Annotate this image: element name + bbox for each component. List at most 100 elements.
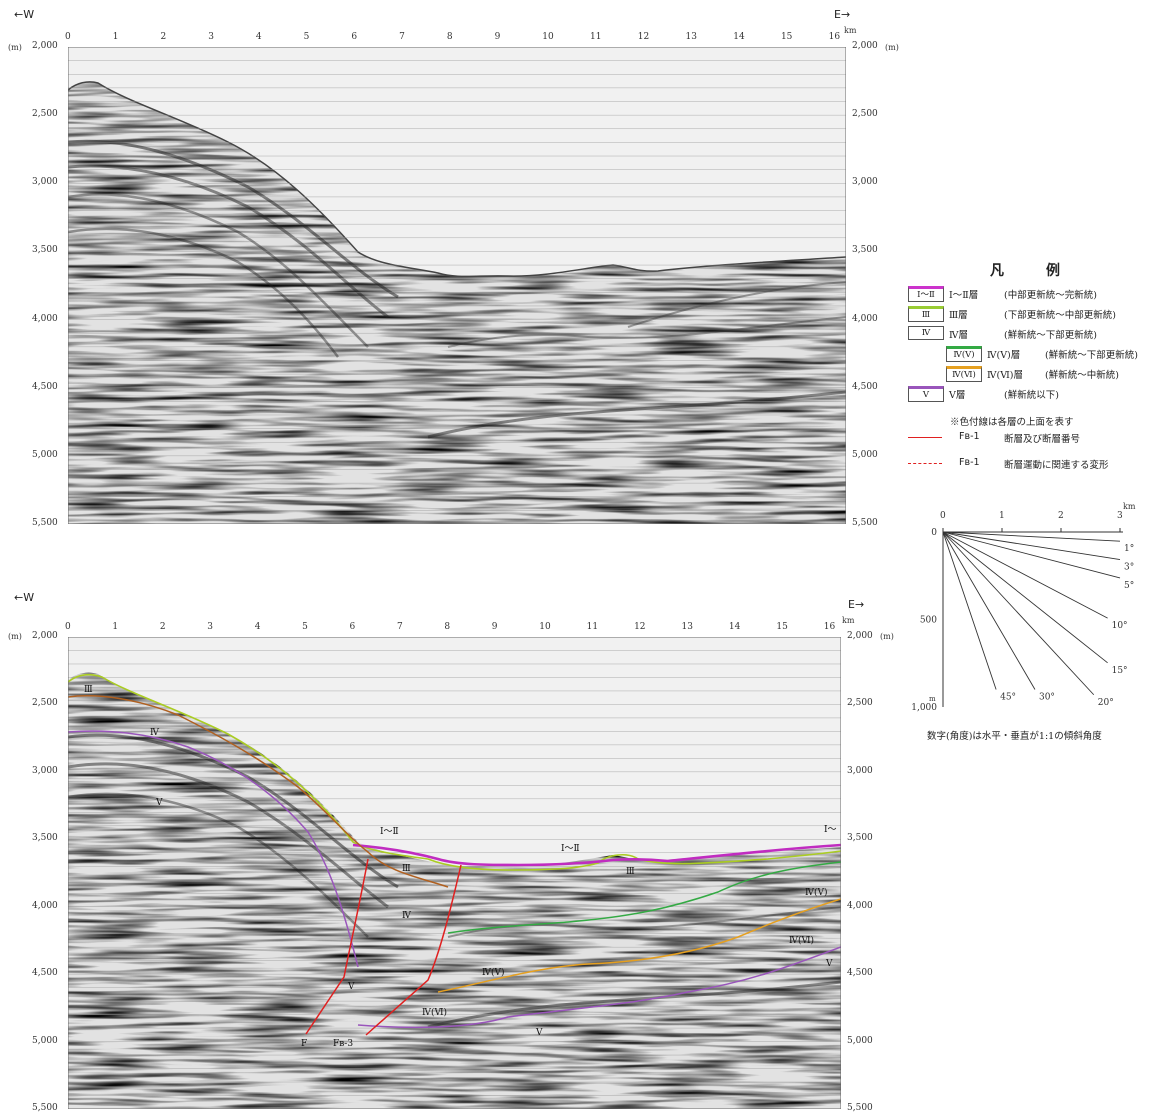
x-tick-label: 3 <box>207 622 213 632</box>
dip-x-tick-label: 2 <box>1058 511 1064 521</box>
x-tick-label: 16 <box>823 622 836 632</box>
dip-ray <box>942 531 1108 619</box>
label-iii-east: Ⅲ <box>626 867 635 877</box>
horizon-v-top <box>68 730 359 968</box>
fault-solid-line-icon <box>908 437 942 438</box>
x-tick-label: 0 <box>65 32 71 42</box>
fault-dashed-code: Fв-1 <box>959 457 980 468</box>
x-tick-label: 7 <box>399 32 405 42</box>
x-tick-label: 13 <box>681 622 693 632</box>
depth-tick-label-right: 3,000 <box>852 177 878 188</box>
depth-tick-label-right: 3,500 <box>847 833 873 844</box>
depth-tick-label-left: 5,500 <box>32 1103 58 1113</box>
dip-y-tick-label: 500 <box>920 616 937 626</box>
dip-angle-label: 15° <box>1112 666 1128 676</box>
depth-tick-label-left: 5,500 <box>32 518 58 528</box>
depth-tick-label-right: 3,500 <box>852 245 878 256</box>
x-tick-label: 12 <box>637 32 650 42</box>
legend-swatch: Ⅳ(Ⅴ) <box>946 346 982 362</box>
dip-x-tick-label: 0 <box>940 511 946 521</box>
dip-ray <box>942 531 1108 664</box>
fault-solid-desc: 断層及び断層番号 <box>1004 434 1081 445</box>
dip-y-tick-label: 0 <box>931 528 937 538</box>
legend-swatch: Ⅲ <box>908 306 944 322</box>
depth-tick-label-right: 4,500 <box>852 381 878 392</box>
legend-layer-age: (鮮新統～下部更新統) <box>1004 330 1097 341</box>
horizon-i-ii-top <box>352 843 841 867</box>
depth-tick-label-right: 4,000 <box>847 900 873 911</box>
fault-dashed-desc: 断層運動に関連する変形 <box>1004 460 1109 471</box>
legend-layer-age: (鮮新統～下部更新統) <box>1045 350 1138 361</box>
depth-tick-label-left: 2,000 <box>32 631 58 641</box>
depth-tick-label-right: 4,000 <box>852 313 878 324</box>
depth-tick-label-left: 3,000 <box>32 765 58 776</box>
x-tick-label: 10 <box>539 622 551 632</box>
depth-tick-label-left: 4,000 <box>32 313 58 324</box>
label-i-ii-edge: Ⅰ～ <box>824 825 837 835</box>
x-tick-label: 6 <box>349 622 356 632</box>
depth-unit-left: (m) <box>8 43 22 52</box>
legend-layer-age: (鮮新統以下) <box>1004 390 1059 401</box>
label-iv-v-center: Ⅳ(Ⅴ) <box>482 967 505 978</box>
depth-tick-label-left: 4,500 <box>32 968 58 979</box>
west-direction-label: ←W <box>14 591 35 604</box>
depth-tick-label-right: 3,000 <box>847 765 873 776</box>
depth-tick-label-right: 5,000 <box>847 1035 873 1046</box>
x-tick-label: 8 <box>444 622 451 632</box>
depth-tick-label-left: 3,000 <box>32 177 58 188</box>
depth-tick-label-right: 5,500 <box>847 1103 873 1113</box>
x-tick-label: 9 <box>494 32 501 42</box>
label-iv-vi-east: Ⅳ(Ⅵ) <box>789 935 814 946</box>
x-tick-label: 11 <box>586 622 599 632</box>
label-v-center: Ⅴ <box>347 982 355 992</box>
x-tick-label: 0 <box>65 622 71 632</box>
dip-angle-label: 5° <box>1124 581 1134 591</box>
x-tick-label: 10 <box>542 32 554 42</box>
x-tick-label: 14 <box>728 622 741 632</box>
horizon-iv-vi-top <box>437 898 841 993</box>
dip-ray <box>942 531 1121 560</box>
x-tick-label: 2 <box>160 32 167 42</box>
dip-km-unit: km <box>1123 502 1136 511</box>
x-tick-label: 15 <box>776 622 788 632</box>
top-seismic-profile <box>68 47 846 524</box>
depth-tick-label-left: 5,000 <box>32 449 58 460</box>
label-iv-center: Ⅳ <box>402 911 412 921</box>
depth-tick-label-left: 2,500 <box>32 109 58 120</box>
legend: 凡 例 Ⅰ～Ⅱ Ⅰ～Ⅱ層 (中部更新統～完新統) Ⅲ Ⅲ層 (下部更新統～中部更新統) Ⅳ Ⅳ… <box>905 260 1160 475</box>
x-tick-label: 6 <box>351 32 358 42</box>
label-fault-f: F <box>301 1039 307 1049</box>
depth-tick-label-left: 3,500 <box>32 833 58 844</box>
dip-angle-label: 30° <box>1039 693 1055 703</box>
east-direction-label: E→ <box>834 8 851 21</box>
label-iv-vi-center: Ⅳ(Ⅵ) <box>422 1007 447 1018</box>
legend-title: 凡 例 <box>990 263 1074 279</box>
dip-ray <box>942 531 997 690</box>
depth-tick-label-left: 4,000 <box>32 900 58 911</box>
km-unit-label: km <box>844 26 857 35</box>
dip-angle-label: 20° <box>1098 698 1114 708</box>
legend-layer-age: (鮮新統～中新統) <box>1045 370 1119 381</box>
depth-tick-label-right: 5,000 <box>852 449 878 460</box>
legend-swatch: Ⅳ(Ⅵ) <box>946 366 982 382</box>
depth-tick-label-right: 2,000 <box>847 631 873 641</box>
depth-unit-right: (m) <box>885 43 899 52</box>
legend-layer-name: Ⅰ～Ⅱ層 <box>949 290 979 301</box>
depth-tick-label-left: 4,500 <box>32 381 58 392</box>
depth-tick-label-left: 5,000 <box>32 1035 58 1046</box>
x-tick-label: 5 <box>302 622 308 632</box>
dip-y-tick-label: 1,000 <box>911 703 937 713</box>
bottom-seismic-profile: Ⅲ Ⅳ Ⅴ Ⅰ～Ⅱ Ⅲ Ⅳ Ⅰ～Ⅱ Ⅲ Ⅰ～ Ⅳ(Ⅴ) Ⅳ(Ⅵ) Ⅴ Ⅳ(Ⅴ) … <box>68 637 841 1109</box>
x-tick-label: 15 <box>780 32 793 42</box>
depth-tick-label-right: 2,000 <box>852 41 878 51</box>
depth-unit-right: (m) <box>880 632 894 641</box>
depth-unit-left: (m) <box>8 632 22 641</box>
dip-caption: 数字(角度)は水平・垂直が1:1の傾斜角度 <box>927 730 1102 742</box>
west-direction-label: ←W <box>14 8 35 21</box>
x-tick-label: 1 <box>112 32 119 42</box>
label-v-west: Ⅴ <box>155 798 163 808</box>
horizon-iv-v-top <box>447 861 841 934</box>
x-tick-label: 11 <box>590 32 602 42</box>
x-tick-label: 4 <box>255 32 262 42</box>
depth-tick-label-left: 3,500 <box>32 245 58 256</box>
